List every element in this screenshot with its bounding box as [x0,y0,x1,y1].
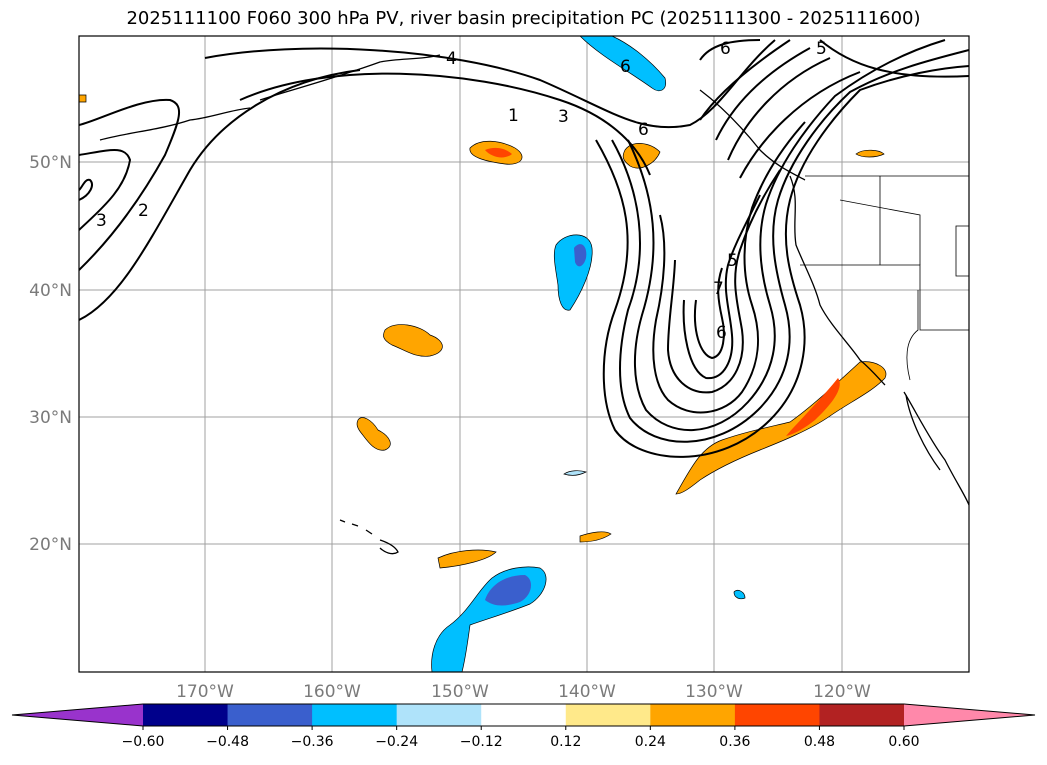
colorbar-tick-label: 0.24 [635,734,666,750]
precip-positive-area [383,324,443,357]
lon-label: 170°W [176,682,234,702]
hawaii-islands [339,519,399,555]
colorbar-segment [650,704,736,726]
colorbar: −0.60 −0.48 −0.36 −0.24 −0.12 0.12 0.24 0.36 0.4… [11,703,1036,750]
precip-fills [79,36,887,672]
precip-strong-negative-area [485,575,532,606]
colorbar-tick-label: 0.36 [719,734,750,750]
precip-strong-negative-area [574,244,587,267]
colorbar-tick-label: 0.12 [550,734,581,750]
longitude-axis: 170°W 160°W 150°W 140°W 130°W 120°W [176,682,871,702]
precip-negative-area [733,590,746,600]
lon-label: 140°W [558,682,616,702]
latitude-axis: 50°N 40°N 30°N 20°N [29,153,72,555]
colorbar-tick-label: 0.48 [804,734,835,750]
baja-coast [903,391,969,506]
precip-strong-positive-area [485,147,512,158]
colorbar-segment [734,704,820,726]
contour-label: 6 [620,57,631,77]
pv-contour-ridge [699,39,861,179]
contour-label: 5 [727,251,738,271]
precip-weak-negative-area [563,470,587,476]
pv-contour-trough [682,194,761,380]
colorbar-segment [396,704,482,726]
map-area [79,36,969,672]
precip-positive-area [356,417,391,451]
colorbar-segment [819,704,905,726]
precip-positive-area [579,531,612,543]
map-title: 2025111100 F060 300 hPa PV, river basin … [126,8,921,29]
contour-label: 7 [713,279,724,299]
pv-contour [699,39,761,61]
map-frame [78,35,970,673]
alaska-peninsula-coast [259,54,441,101]
colorbar-extend-low [12,704,143,726]
pv-contour [79,149,132,231]
contour-label: 5 [816,39,827,59]
lat-label: 20°N [29,535,72,555]
colorbar-tick-label: −0.24 [375,734,418,750]
contour-label: 6 [720,39,731,59]
pv-contour-trough [694,267,725,360]
lon-label: 130°W [685,682,743,702]
contour-label: 2 [138,201,149,221]
colorbar-segment [227,704,313,726]
contour-label: 6 [638,120,649,140]
lon-label: 150°W [431,682,489,702]
precip-negative-area [579,36,666,92]
pv-contour-trough [652,121,806,414]
colorbar-segment [143,704,229,726]
pv-contour-trough [627,39,946,431]
precip-positive-area [437,549,497,569]
lat-label: 30°N [29,408,72,428]
north-america-coast [789,175,886,386]
contour-label: 3 [96,211,107,231]
contour-label: 6 [716,323,727,343]
contour-labels: 4 6 5 1 3 6 3 2 5 7 6 6 [96,39,827,343]
pv-contour [79,69,361,321]
lon-label: 120°W [813,682,871,702]
state-borders [955,225,969,277]
pv-contour [79,98,181,271]
pv-contour [79,178,93,201]
colorbar-tick-label: −0.60 [122,734,165,750]
gulf-of-california-coast [905,394,941,471]
colorbar-segment [312,704,398,726]
colorbar-tick-label: −0.12 [460,734,503,750]
lon-label: 160°W [303,682,361,702]
precip-strong-positive-band [786,378,840,436]
coastlines [99,54,969,555]
colorbar-tick-label: −0.48 [206,734,249,750]
pv-contours [79,39,969,458]
pv-contour-trough [611,49,969,443]
state-borders [839,176,921,265]
contour-label: 4 [446,49,457,69]
pv-contour [204,39,776,129]
political-borders [800,175,969,381]
colorbar-segment [565,704,651,726]
british-columbia-coast [699,89,806,181]
colorbar-tick-label: −0.36 [291,734,334,750]
pv-contour-trough [666,169,781,394]
contour-label: 3 [558,107,569,127]
lat-label: 50°N [29,153,72,173]
contour-label: 1 [508,106,519,126]
state-borders [906,290,919,381]
pv-contour [819,39,969,78]
precip-positive-area [855,149,885,158]
lat-label: 40°N [29,281,72,301]
precip-positive-area [79,94,87,103]
state-borders [800,264,969,331]
pv-contour-trough [595,65,969,458]
colorbar-segment [481,704,567,726]
colorbar-tick-label: 0.60 [888,734,919,750]
colorbar-extend-high [904,704,1035,726]
aleutian-islands [99,107,251,141]
